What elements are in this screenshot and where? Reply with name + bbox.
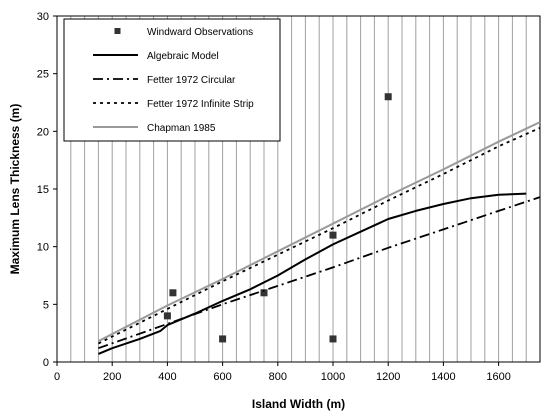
x-tick-label: 0 (54, 371, 60, 383)
series-4 (97, 121, 541, 343)
x-tick-label: 200 (103, 371, 121, 383)
legend-symbol (114, 28, 121, 34)
series-line (98, 192, 527, 355)
series-2 (98, 196, 541, 350)
y-tick-label: 15 (37, 184, 49, 196)
series-line (97, 127, 541, 345)
legend-label: Windward Observations (147, 27, 253, 38)
legend-label: Chapman 1985 (147, 123, 216, 134)
legend-label: Fetter 1972 Infinite Strip (147, 99, 254, 110)
series-1 (98, 192, 527, 355)
y-tick-label: 0 (43, 357, 49, 369)
x-tick-label: 1000 (321, 371, 345, 383)
data-point (260, 289, 268, 297)
x-axis-title: Island Width (m) (252, 397, 345, 411)
y-tick-label: 20 (37, 126, 49, 138)
x-tick-label: 600 (213, 371, 231, 383)
data-point (169, 289, 177, 297)
x-tick-label: 400 (158, 371, 176, 383)
legend-label: Algebraic Model (147, 51, 219, 62)
data-point (163, 312, 171, 320)
x-tick-label: 1200 (376, 371, 400, 383)
series-line (98, 196, 541, 350)
data-point (219, 335, 227, 343)
legend-label: Fetter 1972 Circular (147, 75, 236, 86)
legend-marker (114, 28, 121, 34)
x-tick-label: 800 (269, 371, 287, 383)
data-point (329, 231, 337, 239)
series-line (97, 121, 541, 343)
legend: Windward Observations Algebraic Model Fett… (63, 18, 281, 142)
data-point (384, 93, 392, 101)
y-tick-label: 30 (37, 11, 49, 23)
series-3 (97, 127, 541, 345)
series-0 (163, 93, 392, 343)
x-tick-label: 1600 (486, 371, 510, 383)
x-tick-label: 1400 (431, 371, 455, 383)
series-layer (97, 93, 541, 355)
data-point (329, 335, 337, 343)
y-axis-title: Maximum Lens Thickness (m) (8, 104, 22, 275)
y-tick-label: 10 (37, 242, 49, 254)
tick-labels: 0 200 400 600 800 1000 1200 1400 1600 0 5 10 15 20 25 3… (37, 11, 511, 383)
y-tick-label: 5 (43, 299, 49, 311)
y-tick-label: 25 (37, 69, 49, 81)
legend-box (63, 18, 281, 142)
